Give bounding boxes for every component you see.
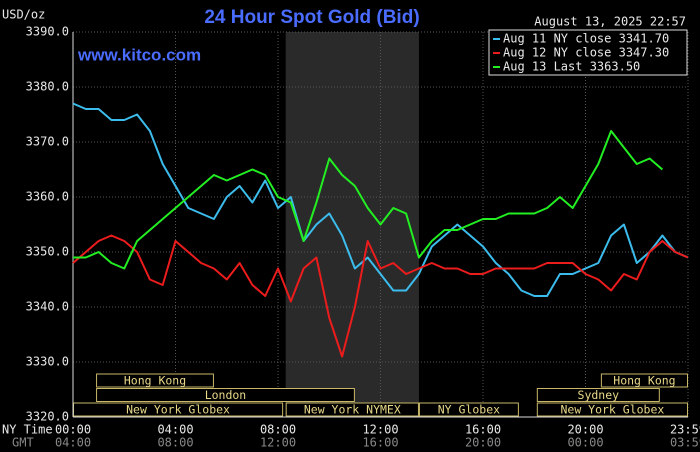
series-line xyxy=(72,102,689,297)
session-bar xyxy=(96,388,355,402)
x-axis-label: NY Time xyxy=(2,423,53,437)
session-label: New York Globex xyxy=(126,403,230,417)
session-bar xyxy=(285,402,419,417)
session-label: London xyxy=(205,388,247,402)
date: August 13, 2025 22:57 xyxy=(534,15,686,29)
session-bar xyxy=(96,373,214,388)
y-tick-label: 3320.0 xyxy=(26,410,69,424)
y-tick-label: 3370.0 xyxy=(26,135,69,149)
series-line xyxy=(73,130,664,270)
x-tick-label: 16:00 xyxy=(465,423,501,437)
session-bar xyxy=(536,402,688,417)
gmt-tick-label: 16:00 xyxy=(362,436,398,450)
series-line xyxy=(72,234,689,358)
legend-entry: Aug 11 NY close 3341.70 xyxy=(503,32,669,46)
session-label: New York Globex xyxy=(560,403,664,417)
x-tick-label: 04:00 xyxy=(157,423,193,437)
highlight-band xyxy=(285,32,419,417)
session-label: Sydney xyxy=(578,388,620,402)
legend-entry: Aug 12 NY close 3347.30 xyxy=(503,46,669,60)
y-tick-label: 3360.0 xyxy=(26,190,69,204)
gmt-tick-label: 08:00 xyxy=(157,436,193,450)
x2-axis-label: GMT xyxy=(12,436,34,450)
gmt-tick-label: 20:00 xyxy=(465,436,501,450)
gmt-tick-label: 12:00 xyxy=(260,436,296,450)
session-label: New York NYMEX xyxy=(304,403,401,417)
legend-box xyxy=(488,29,688,76)
gmt-tick-label: 00:00 xyxy=(567,436,603,450)
legend-entry: Aug 13 Last 3363.50 xyxy=(503,60,640,74)
y-tick-label: 3380.0 xyxy=(26,80,69,94)
x-tick-label: 20:00 xyxy=(567,423,603,437)
gmt-tick-label: 03:59 xyxy=(670,436,700,450)
gmt-tick-label: 04:00 xyxy=(55,436,91,450)
x-tick-label: 08:00 xyxy=(260,423,296,437)
session-label: Hong Kong xyxy=(124,374,186,388)
source: www.kitco.com xyxy=(77,45,201,64)
session-bar xyxy=(536,388,660,402)
session-label: NY Globex xyxy=(438,403,500,417)
session-label: Hong Kong xyxy=(613,374,675,388)
y-tick-label: 3340.0 xyxy=(26,300,69,314)
session-bar xyxy=(418,402,519,417)
x-tick-label: 23:59 xyxy=(670,423,700,437)
session-bar xyxy=(600,373,688,388)
x-tick-label: 00:00 xyxy=(55,423,91,437)
y-tick-label: 3390.0 xyxy=(26,25,69,39)
chart-title: 24 Hour Spot Gold (Bid) xyxy=(204,7,419,28)
y-tick-label: 3330.0 xyxy=(26,355,69,369)
y-axis-unit: USD/oz xyxy=(2,8,45,22)
y-tick-label: 3350.0 xyxy=(26,245,69,259)
x-tick-label: 12:00 xyxy=(362,423,398,437)
